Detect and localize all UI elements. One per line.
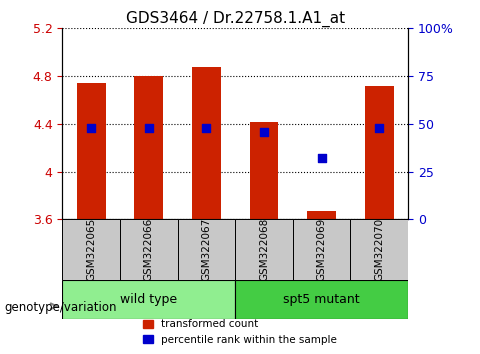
FancyBboxPatch shape bbox=[235, 280, 408, 319]
FancyBboxPatch shape bbox=[178, 219, 235, 280]
Text: genotype/variation: genotype/variation bbox=[5, 302, 117, 314]
Text: spt5 mutant: spt5 mutant bbox=[283, 293, 360, 306]
FancyBboxPatch shape bbox=[235, 219, 293, 280]
Text: GSM322069: GSM322069 bbox=[317, 218, 326, 281]
FancyBboxPatch shape bbox=[62, 219, 120, 280]
Bar bbox=[307, 211, 336, 219]
Bar bbox=[77, 83, 106, 219]
Text: GSM322070: GSM322070 bbox=[374, 218, 384, 281]
FancyBboxPatch shape bbox=[62, 280, 235, 319]
Title: GDS3464 / Dr.22758.1.A1_at: GDS3464 / Dr.22758.1.A1_at bbox=[126, 11, 345, 27]
Point bbox=[318, 155, 325, 161]
Text: GSM322068: GSM322068 bbox=[259, 218, 269, 281]
Point bbox=[375, 125, 383, 131]
Bar bbox=[250, 121, 278, 219]
Point bbox=[145, 125, 153, 131]
FancyBboxPatch shape bbox=[293, 219, 350, 280]
Bar bbox=[365, 86, 394, 219]
Bar bbox=[134, 76, 163, 219]
Text: GSM322066: GSM322066 bbox=[144, 218, 154, 281]
Point bbox=[203, 125, 210, 131]
FancyBboxPatch shape bbox=[120, 219, 178, 280]
Point bbox=[87, 125, 95, 131]
Legend: transformed count, percentile rank within the sample: transformed count, percentile rank withi… bbox=[139, 315, 341, 349]
Text: wild type: wild type bbox=[120, 293, 178, 306]
Bar bbox=[192, 67, 221, 219]
Text: GSM322067: GSM322067 bbox=[202, 218, 211, 281]
Point bbox=[260, 129, 268, 135]
Text: GSM322065: GSM322065 bbox=[86, 218, 96, 281]
FancyBboxPatch shape bbox=[350, 219, 408, 280]
